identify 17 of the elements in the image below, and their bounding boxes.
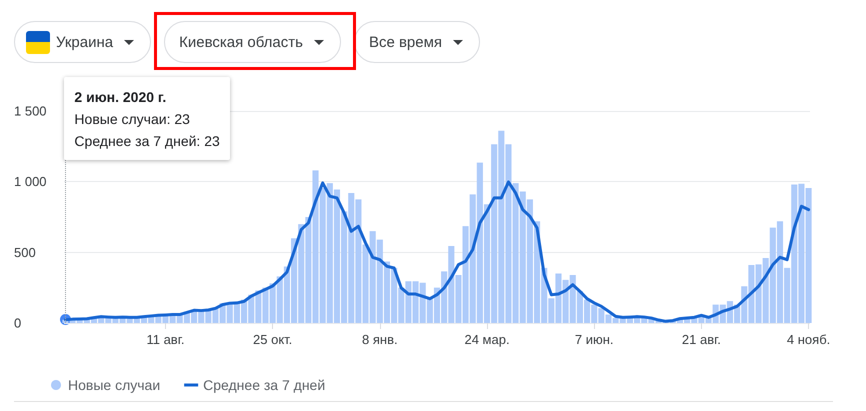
x-tick-label: 7 июн. — [574, 332, 614, 347]
y-tick-label: 500 — [14, 244, 36, 260]
legend-label: Среднее за 7 дней — [203, 377, 326, 393]
y-tick-label: 1 000 — [14, 174, 47, 190]
x-tick-label: 4 нояб. — [786, 332, 830, 347]
x-tick-label: 25 окт. — [253, 332, 292, 347]
annotation: 2 июн. 2020 г. Новые случаи: 23 Среднее за 7 дней: 23 — [74, 88, 220, 151]
dropdown-button: Киевская область — [164, 21, 341, 63]
y-tick-label: 1 500 — [14, 104, 47, 118]
y-tick-label: 0 — [14, 316, 22, 330]
dropdown-button: Все время — [354, 21, 480, 63]
legend-label: Новые случаи — [68, 377, 160, 393]
dropdown-button: Украина — [14, 21, 152, 63]
x-tick-label: 24 мар. — [464, 332, 510, 347]
x-tick-label: 21 авг. — [682, 332, 721, 347]
x-tick-label: 8 янв. — [362, 332, 398, 347]
x-tick-label: 11 авг. — [146, 332, 184, 347]
